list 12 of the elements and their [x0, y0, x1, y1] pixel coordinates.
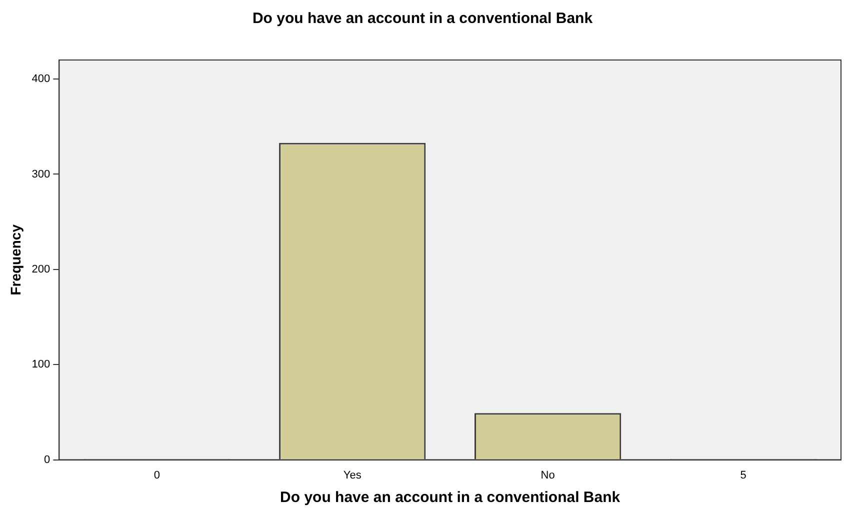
y-tick-label: 0: [44, 454, 50, 466]
x-axis-title: Do you have an account in a conventional Bank: [280, 489, 621, 506]
x-tick-label: 5: [740, 469, 746, 482]
y-axis-title: Frequency: [7, 224, 24, 296]
y-tick-label: 100: [32, 358, 50, 371]
chart-title: Do you have an account in a conventional Bank: [252, 10, 594, 28]
y-tick-label: 200: [32, 263, 50, 276]
x-tick-label: No: [540, 469, 555, 482]
y-tick-label: 300: [32, 168, 50, 180]
y-tick-label: 400: [32, 73, 50, 86]
x-tick-label: 0: [154, 469, 160, 482]
x-tick-label: Yes: [343, 469, 362, 482]
